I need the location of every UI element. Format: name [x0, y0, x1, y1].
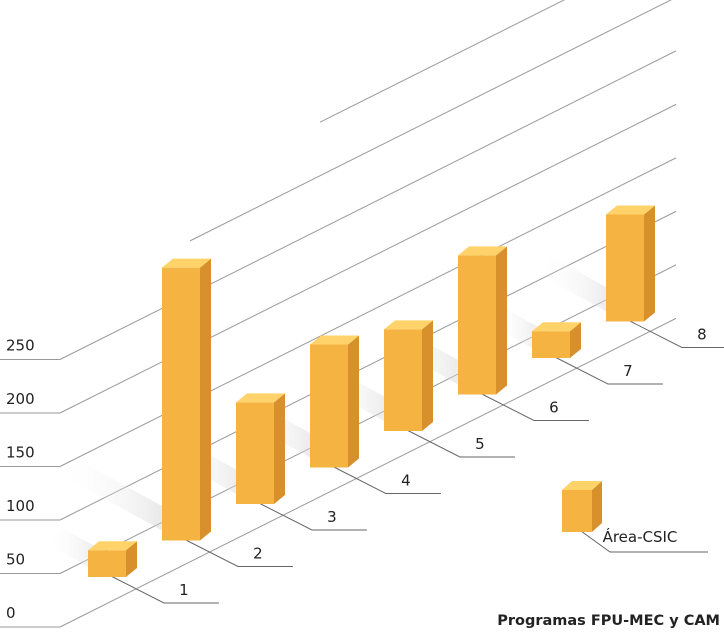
bar-side [496, 246, 507, 395]
bar-front [236, 402, 274, 504]
y-tick-label: 100 [6, 497, 35, 515]
legend-swatch-side [592, 481, 602, 532]
footer-title: Programas FPU-MEC y CAM [497, 613, 720, 629]
bar-front [310, 344, 348, 468]
bar-front [162, 267, 200, 541]
x-tick-label: 6 [549, 399, 559, 417]
bar [532, 322, 581, 358]
bar-top [310, 335, 359, 345]
category-leader [552, 355, 663, 385]
y-tick-label: 150 [6, 444, 35, 462]
bar [606, 205, 655, 322]
bar-side [126, 541, 137, 577]
bar [310, 335, 359, 468]
category-leader [330, 465, 441, 494]
legend-label: Área-CSIC [603, 527, 678, 546]
x-tick-label: 8 [697, 326, 707, 344]
legend-swatch-front [562, 490, 592, 532]
bar-side [570, 322, 581, 358]
gridline [319, 0, 566, 123]
bar-top [606, 205, 655, 215]
bar [236, 393, 285, 504]
bar-top [162, 258, 211, 268]
gridline [59, 317, 677, 628]
y-tick-label: 250 [6, 337, 35, 355]
x-tick-label: 3 [327, 508, 337, 526]
bar-front [88, 550, 126, 577]
bar [384, 320, 433, 431]
y-tick-label: 200 [6, 390, 35, 408]
bar-top [88, 541, 137, 551]
bar-front [606, 214, 644, 322]
x-tick-label: 5 [475, 435, 485, 453]
y-tick-label: 50 [6, 551, 25, 569]
bar-top [532, 322, 581, 332]
bar-shadow [536, 256, 629, 316]
category-leader [182, 538, 293, 567]
bar-side [274, 393, 285, 504]
bar-top [458, 246, 507, 256]
x-tick-label: 7 [623, 362, 633, 380]
legend-swatch-top [562, 481, 602, 490]
gridlines [0, 0, 677, 628]
category-leader [256, 501, 367, 531]
bar-front [532, 331, 570, 358]
bars [88, 205, 655, 577]
category-leader [404, 428, 515, 458]
legend-leader [573, 525, 708, 553]
bar-front [384, 329, 422, 431]
bar-shadow [59, 458, 185, 535]
x-tick-label: 2 [253, 545, 263, 563]
bar-top [236, 393, 285, 403]
gridline [59, 210, 677, 521]
category-leader [626, 319, 724, 348]
y-axis-ticks: 0 50 100 150 200 250 [6, 337, 35, 623]
bar-side [422, 320, 433, 431]
bar-side [644, 205, 655, 322]
legend-swatch [562, 481, 708, 553]
legend: Área-CSIC [562, 481, 708, 553]
x-tick-label: 1 [179, 581, 189, 599]
bar [458, 246, 507, 395]
bar [162, 258, 211, 541]
category-leaders [108, 319, 724, 604]
bar-front [458, 255, 496, 395]
gridline [59, 50, 677, 360]
y-tick-label: 0 [6, 604, 16, 622]
bar-side [200, 258, 211, 541]
x-tick-label: 4 [401, 472, 411, 490]
bar-side [348, 335, 359, 468]
category-leader [478, 392, 589, 421]
gridline [59, 103, 677, 414]
gridline [189, 0, 672, 242]
bar-top [384, 320, 433, 330]
bar [88, 541, 137, 577]
category-labels: 1 2 3 4 5 6 7 8 [179, 326, 707, 600]
category-leader [108, 574, 219, 604]
